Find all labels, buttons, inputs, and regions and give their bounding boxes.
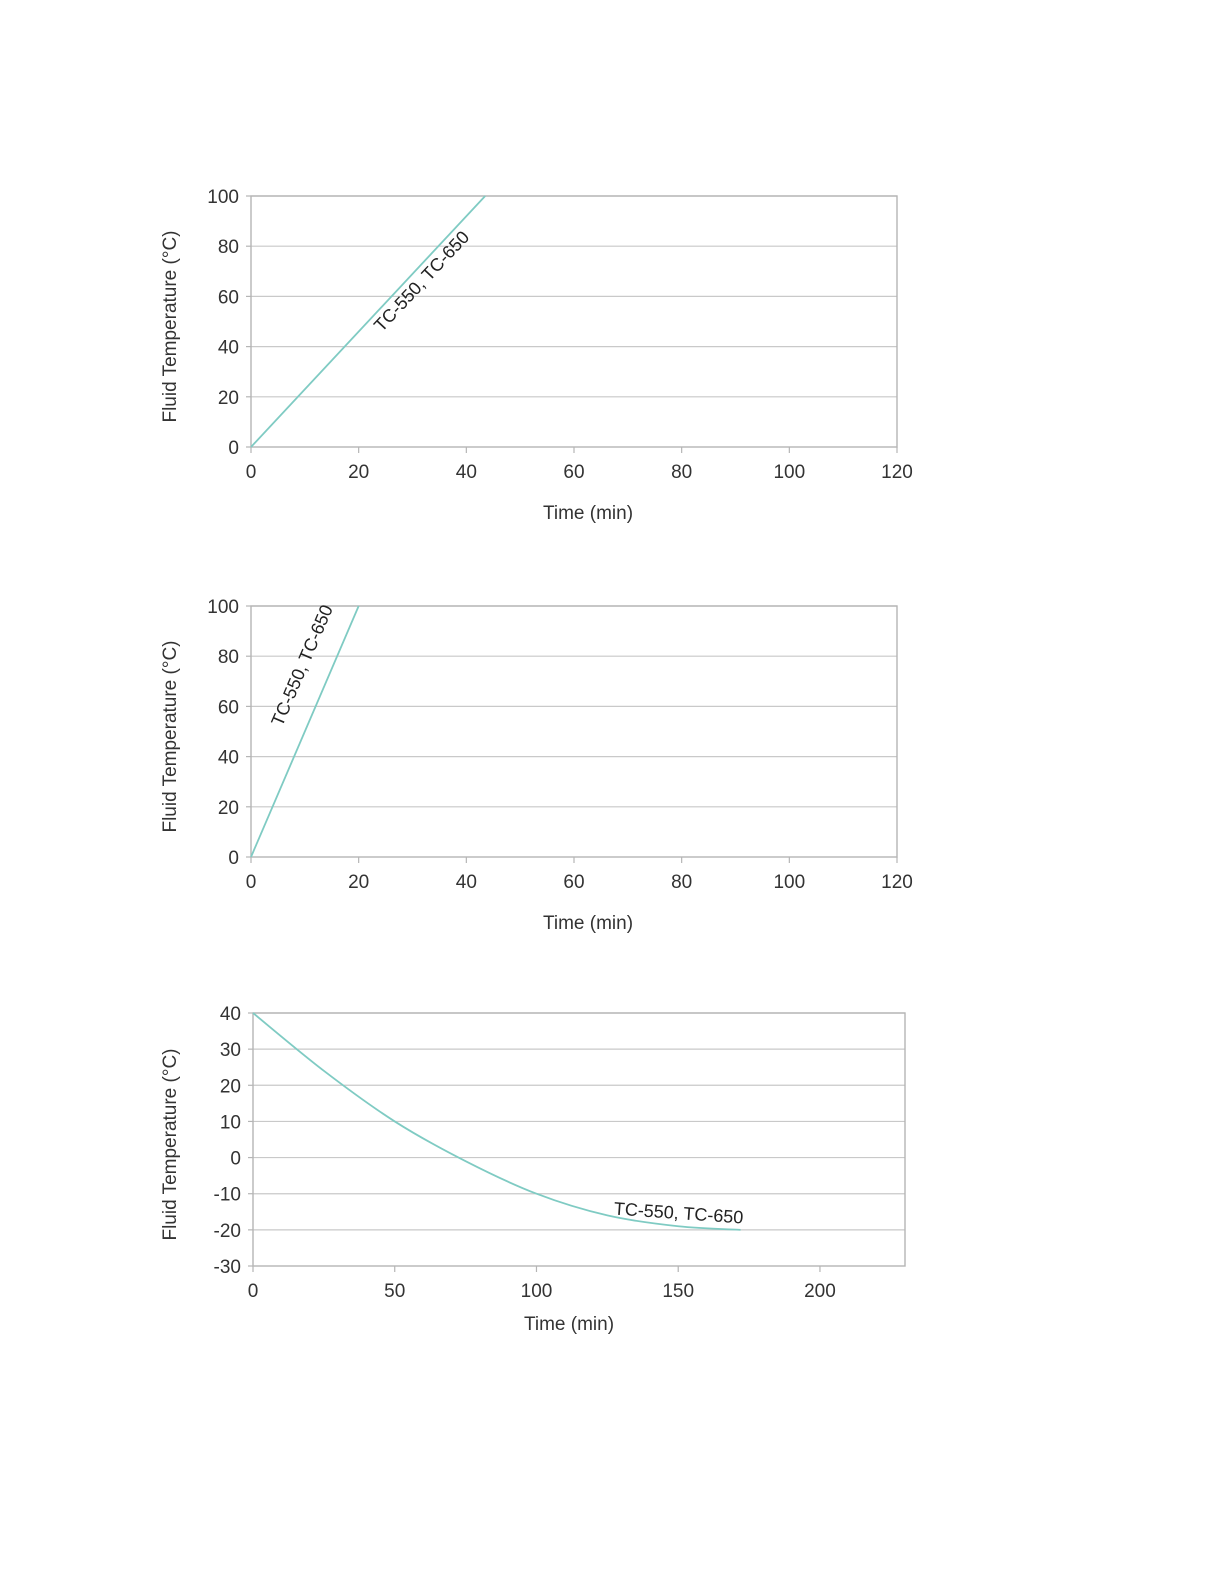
y-tick-label: 10: [220, 1112, 241, 1133]
x-tick-label: 100: [773, 462, 805, 483]
x-tick-label: 120: [881, 872, 913, 893]
y-tick-label: 60: [218, 697, 239, 718]
x-tick-label: 80: [671, 872, 692, 893]
x-tick-label: 120: [881, 462, 913, 483]
chart-heating-2: 0 20 40 60 80 100 0 20 40 60 80 100 120 Time (min) Flu…: [160, 597, 913, 934]
y-tick-label: -30: [214, 1257, 241, 1278]
y-tick-label: 60: [218, 287, 239, 308]
y-tick-label: 20: [220, 1076, 241, 1097]
x-tick-label: 60: [563, 462, 584, 483]
x-axis-label: Time (min): [543, 503, 633, 524]
x-tick-label: 150: [662, 1281, 694, 1302]
x-tick-label: 0: [246, 462, 257, 483]
y-axis-label: Fluid Temperature (°C): [160, 230, 181, 422]
y-tick-label: 0: [230, 1149, 241, 1170]
series-label: TC-550, TC-650: [370, 227, 473, 335]
plot-frame: [252, 1012, 906, 1267]
y-tick-label: 40: [218, 338, 239, 359]
y-tick-label: 0: [228, 438, 239, 459]
series-label: TC-550, TC-650: [267, 602, 337, 729]
series-line: [250, 605, 360, 858]
y-tick-label: 20: [218, 798, 239, 819]
x-tick-label: 50: [384, 1281, 405, 1302]
x-tick-label: 40: [456, 462, 477, 483]
x-axis-label: Time (min): [524, 1314, 614, 1335]
x-tick-label: 200: [804, 1281, 836, 1302]
y-tick-label: 40: [220, 1004, 241, 1025]
y-tick-label: -20: [214, 1221, 241, 1242]
x-tick-label: 40: [456, 872, 477, 893]
y-tick-label: 40: [218, 748, 239, 769]
y-axis-label: Fluid Temperature (°C): [160, 1048, 181, 1240]
y-tick-label: 80: [218, 647, 239, 668]
x-axis-label: Time (min): [543, 913, 633, 934]
series-line: [252, 1012, 741, 1231]
series-line: [250, 195, 486, 448]
x-tick-label: 100: [773, 872, 805, 893]
x-tick-label: 0: [246, 872, 257, 893]
chart-heating-1: 0 20 40 60 80 100 0 20 40 60 80 100 120 Time (min) Flu…: [160, 187, 913, 524]
plot-frame: [250, 605, 898, 858]
y-tick-label: 30: [220, 1040, 241, 1061]
y-tick-label: 100: [207, 597, 239, 618]
chart-cooling: -30 -20 -10 0 10 20 30 40 0 50 100 150 200 Time (min)…: [160, 1004, 906, 1335]
y-tick-label: 80: [218, 237, 239, 258]
y-tick-label: 0: [228, 848, 239, 869]
x-tick-label: 60: [563, 872, 584, 893]
series-label: TC-550, TC-650: [613, 1199, 744, 1228]
x-tick-label: 100: [521, 1281, 553, 1302]
y-tick-label: 20: [218, 388, 239, 409]
x-tick-label: 20: [348, 462, 369, 483]
y-tick-label: 100: [207, 187, 239, 208]
plot-frame: [250, 195, 898, 448]
y-tick-label: -10: [214, 1185, 241, 1206]
x-tick-label: 80: [671, 462, 692, 483]
x-tick-label: 0: [248, 1281, 259, 1302]
x-tick-label: 20: [348, 872, 369, 893]
y-axis-label: Fluid Temperature (°C): [160, 640, 181, 832]
